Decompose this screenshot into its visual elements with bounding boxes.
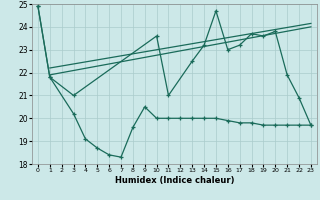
- X-axis label: Humidex (Indice chaleur): Humidex (Indice chaleur): [115, 176, 234, 185]
